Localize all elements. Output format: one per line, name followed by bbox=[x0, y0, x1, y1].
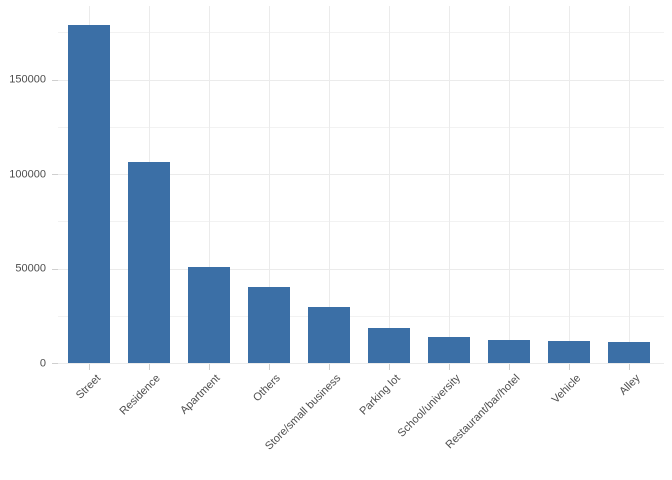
y-axis-tick bbox=[52, 363, 58, 364]
x-tick-label: School/university bbox=[395, 372, 463, 440]
h-gridline-major bbox=[58, 79, 664, 81]
x-axis-tick bbox=[89, 364, 90, 370]
y-tick-label: 50000 bbox=[15, 262, 46, 275]
h-gridline-minor bbox=[58, 126, 664, 128]
bar-residence bbox=[128, 161, 170, 363]
bar-parking-lot bbox=[368, 328, 410, 363]
h-gridline-minor bbox=[58, 221, 664, 223]
v-gridline bbox=[569, 6, 570, 363]
h-gridline-major bbox=[58, 268, 664, 270]
v-gridline bbox=[449, 6, 450, 363]
bar-others bbox=[248, 287, 290, 363]
y-tick-label: 0 bbox=[39, 357, 46, 369]
h-gridline-major bbox=[58, 174, 664, 176]
bar-street bbox=[68, 24, 110, 363]
x-axis-tick bbox=[269, 364, 270, 370]
x-tick-label: Others bbox=[250, 372, 283, 405]
bar-apartment bbox=[188, 266, 230, 363]
v-gridline bbox=[629, 6, 630, 363]
y-tick-label: 150000 bbox=[9, 73, 46, 86]
y-axis-tick bbox=[52, 268, 58, 270]
y-axis-tick bbox=[52, 79, 58, 81]
x-axis-tick bbox=[509, 364, 510, 370]
v-gridline bbox=[389, 6, 390, 363]
x-tick-label: Street bbox=[73, 372, 103, 402]
v-gridline bbox=[269, 6, 270, 363]
v-gridline bbox=[509, 6, 510, 363]
bar-alley bbox=[608, 342, 650, 363]
v-gridline bbox=[209, 6, 210, 363]
x-tick-label: Parking lot bbox=[357, 372, 403, 418]
h-gridline-major bbox=[58, 363, 664, 364]
v-gridline bbox=[329, 6, 330, 363]
bar-restaurant-bar-hotel bbox=[488, 339, 530, 363]
x-tick-label: Alley bbox=[617, 372, 643, 398]
x-axis-tick bbox=[329, 364, 330, 370]
bar-store-small-business bbox=[308, 307, 350, 363]
x-axis-tick bbox=[389, 364, 390, 370]
y-axis-tick bbox=[52, 174, 58, 176]
y-tick-label: 100000 bbox=[9, 168, 46, 181]
h-gridline-minor bbox=[58, 315, 664, 317]
x-axis-tick bbox=[209, 364, 210, 370]
bar-vehicle bbox=[548, 341, 590, 363]
x-axis-tick bbox=[449, 364, 450, 370]
x-axis-tick bbox=[569, 364, 570, 370]
x-tick-label: Apartment bbox=[178, 372, 223, 417]
x-axis-tick bbox=[149, 364, 150, 370]
h-gridline-minor bbox=[58, 32, 664, 34]
x-tick-label: Residence bbox=[117, 372, 163, 418]
bar-school-university bbox=[428, 336, 470, 363]
x-tick-label: Vehicle bbox=[549, 372, 583, 406]
x-axis-tick bbox=[629, 364, 630, 370]
